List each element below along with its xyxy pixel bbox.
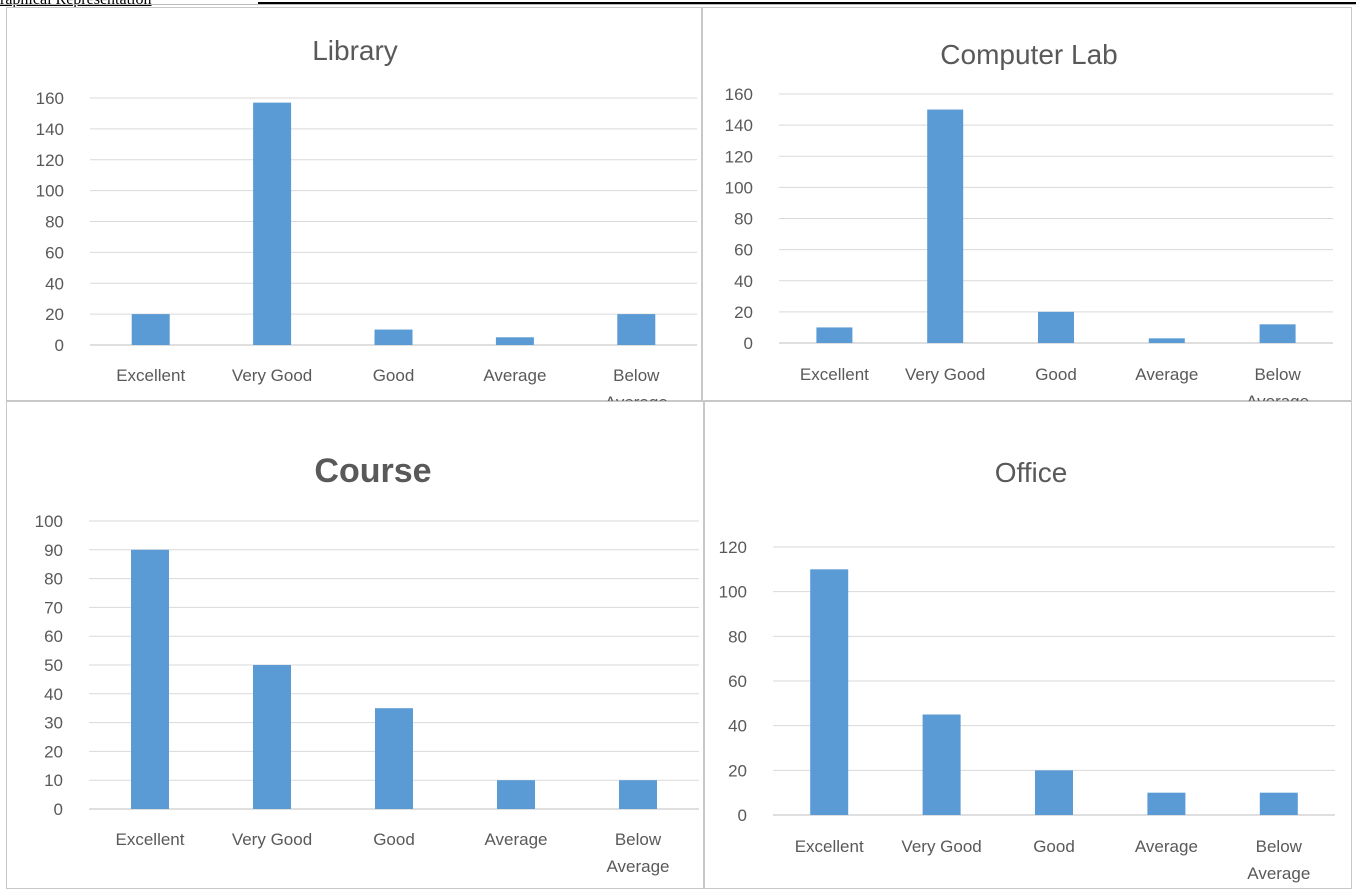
course-chart: Course 0 10 20 30 40 50 60 70 80 90 100 Excellent Ver… bbox=[35, 452, 699, 876]
computer-lab-bar-excellent bbox=[816, 327, 853, 343]
library-chart-title: Library bbox=[312, 35, 398, 66]
computer-lab-y-tick-label: 80 bbox=[734, 210, 753, 229]
computer-lab-category-label: Average bbox=[1135, 365, 1198, 384]
course-y-tick-label: 30 bbox=[44, 714, 63, 733]
course-chart-title: Course bbox=[314, 452, 431, 490]
computer-lab-y-tick-label: 20 bbox=[734, 303, 753, 322]
course-y-tick-label: 10 bbox=[44, 771, 63, 790]
office-bar-below-average bbox=[1259, 792, 1298, 815]
course-bar-good bbox=[375, 708, 413, 809]
course-y-tick-label: 100 bbox=[35, 512, 63, 531]
library-y-tick-label: 0 bbox=[55, 336, 64, 355]
computer-lab-y-tick-label: 120 bbox=[725, 147, 753, 166]
course-y-tick-label: 20 bbox=[44, 742, 63, 761]
library-y-tick-label: 160 bbox=[36, 89, 64, 108]
office-chart-title: Office bbox=[995, 457, 1068, 488]
course-bar-average bbox=[497, 780, 535, 809]
top-rule-thin bbox=[0, 4, 1356, 5]
course-bar-below-average bbox=[619, 780, 657, 809]
course-category-label: Excellent bbox=[116, 830, 185, 849]
course-y-tick-label: 0 bbox=[54, 800, 63, 819]
office-y-tick-label: 80 bbox=[728, 627, 747, 646]
computer-lab-category-label: Very Good bbox=[905, 365, 985, 384]
office-y-tick-label: 120 bbox=[719, 538, 747, 557]
office-category-label: Average bbox=[1135, 837, 1198, 856]
office-y-tick-label: 0 bbox=[738, 806, 747, 825]
course-y-tick-label: 60 bbox=[44, 627, 63, 646]
course-category-label: Very Good bbox=[232, 830, 312, 849]
course-bar-very-good bbox=[253, 665, 291, 809]
library-bar-average bbox=[495, 337, 534, 345]
course-y-tick-label: 80 bbox=[44, 570, 63, 589]
computer-lab-bar-average bbox=[1148, 338, 1185, 343]
office-y-tick-label: 20 bbox=[728, 761, 747, 780]
course-y-tick-label: 90 bbox=[44, 541, 63, 560]
computer-lab-chart: Computer Lab 0 20 40 60 80 100 120 140 160 Excelle… bbox=[725, 39, 1333, 402]
computer-lab-category-label: Below Average bbox=[1246, 365, 1309, 402]
library-category-label: Excellent bbox=[116, 366, 185, 385]
course-category-label: Average bbox=[484, 830, 547, 849]
office-bar-excellent bbox=[810, 569, 849, 815]
library-y-tick-label: 100 bbox=[36, 182, 64, 201]
library-y-tick-label: 120 bbox=[36, 151, 64, 170]
course-category-label: Below Average bbox=[606, 830, 669, 876]
computer-lab-bar-very-good bbox=[927, 109, 964, 343]
library-y-tick-label: 60 bbox=[45, 243, 64, 262]
chart-panel-course: Course 0 10 20 30 40 50 60 70 80 90 100 Excellent Ver… bbox=[6, 401, 704, 889]
library-y-tick-label: 80 bbox=[45, 213, 64, 232]
computer-lab-y-tick-label: 0 bbox=[744, 334, 753, 353]
library-category-label: Very Good bbox=[232, 366, 312, 385]
office-category-label: Below Average bbox=[1247, 837, 1310, 883]
library-chart: Library 0 20 40 60 80 100 120 140 160 Excellent Ver… bbox=[36, 35, 697, 402]
library-y-tick-label: 140 bbox=[36, 120, 64, 139]
library-category-label: Average bbox=[483, 366, 546, 385]
library-bar-good bbox=[374, 329, 413, 345]
course-y-tick-label: 70 bbox=[44, 598, 63, 617]
computer-lab-chart-title: Computer Lab bbox=[940, 39, 1117, 70]
computer-lab-bar-below-average bbox=[1259, 324, 1296, 343]
computer-lab-y-tick-label: 140 bbox=[725, 116, 753, 135]
office-category-label: Good bbox=[1033, 837, 1075, 856]
course-y-tick-label: 50 bbox=[44, 656, 63, 675]
office-y-tick-label: 100 bbox=[719, 583, 747, 602]
office-y-tick-label: 40 bbox=[728, 717, 747, 736]
library-y-tick-label: 20 bbox=[45, 305, 64, 324]
chart-panel-office: Office 0 20 40 60 80 100 120 Excellent Very Good G… bbox=[704, 401, 1352, 889]
library-bar-very-good bbox=[253, 102, 292, 345]
computer-lab-y-tick-label: 40 bbox=[734, 272, 753, 291]
computer-lab-y-tick-label: 60 bbox=[734, 241, 753, 260]
computer-lab-y-tick-label: 160 bbox=[725, 85, 753, 104]
library-category-label: Good bbox=[373, 366, 415, 385]
computer-lab-category-label: Good bbox=[1035, 365, 1077, 384]
chart-panel-library: Library 0 20 40 60 80 100 120 140 160 Excellent Ver… bbox=[6, 7, 702, 402]
office-category-label: Excellent bbox=[795, 837, 864, 856]
course-category-label: Good bbox=[373, 830, 415, 849]
course-bar-excellent bbox=[131, 549, 169, 809]
office-y-tick-label: 60 bbox=[728, 672, 747, 691]
computer-lab-category-label: Excellent bbox=[800, 365, 869, 384]
library-y-tick-label: 40 bbox=[45, 274, 64, 293]
top-rule bbox=[258, 2, 1356, 4]
office-category-label: Very Good bbox=[901, 837, 981, 856]
chart-panel-computer-lab: Computer Lab 0 20 40 60 80 100 120 140 160 Excelle… bbox=[702, 7, 1352, 402]
office-bar-average bbox=[1147, 792, 1186, 815]
office-bar-very-good bbox=[922, 714, 961, 815]
library-bar-below-average bbox=[617, 314, 656, 345]
course-y-tick-label: 40 bbox=[44, 685, 63, 704]
office-chart: Office 0 20 40 60 80 100 120 Excellent Very Good G… bbox=[719, 457, 1335, 883]
computer-lab-bar-good bbox=[1038, 311, 1074, 343]
library-bar-excellent bbox=[131, 314, 170, 345]
computer-lab-y-tick-label: 100 bbox=[725, 178, 753, 197]
office-bar-good bbox=[1035, 770, 1073, 815]
